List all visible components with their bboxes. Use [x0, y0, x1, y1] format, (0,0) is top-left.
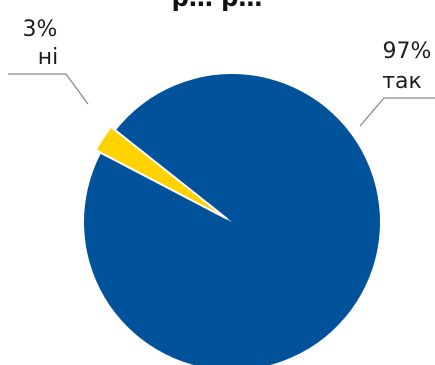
leader-lines — [8, 73, 435, 127]
slice-percent-label-ni: 3% — [23, 17, 58, 42]
leader-line-tak — [359, 97, 435, 127]
pie-slice-tak — [84, 74, 380, 365]
slice-percent-label-tak: 97% — [383, 39, 432, 64]
leader-line-ni — [8, 73, 89, 105]
chart-title-fragment: р… р… — [172, 0, 263, 12]
pie-slices — [84, 74, 380, 365]
slice-category-label-ni: ні — [38, 45, 59, 70]
slice-category-label-tak: так — [382, 69, 422, 94]
pie-slice-ni — [94, 125, 228, 220]
